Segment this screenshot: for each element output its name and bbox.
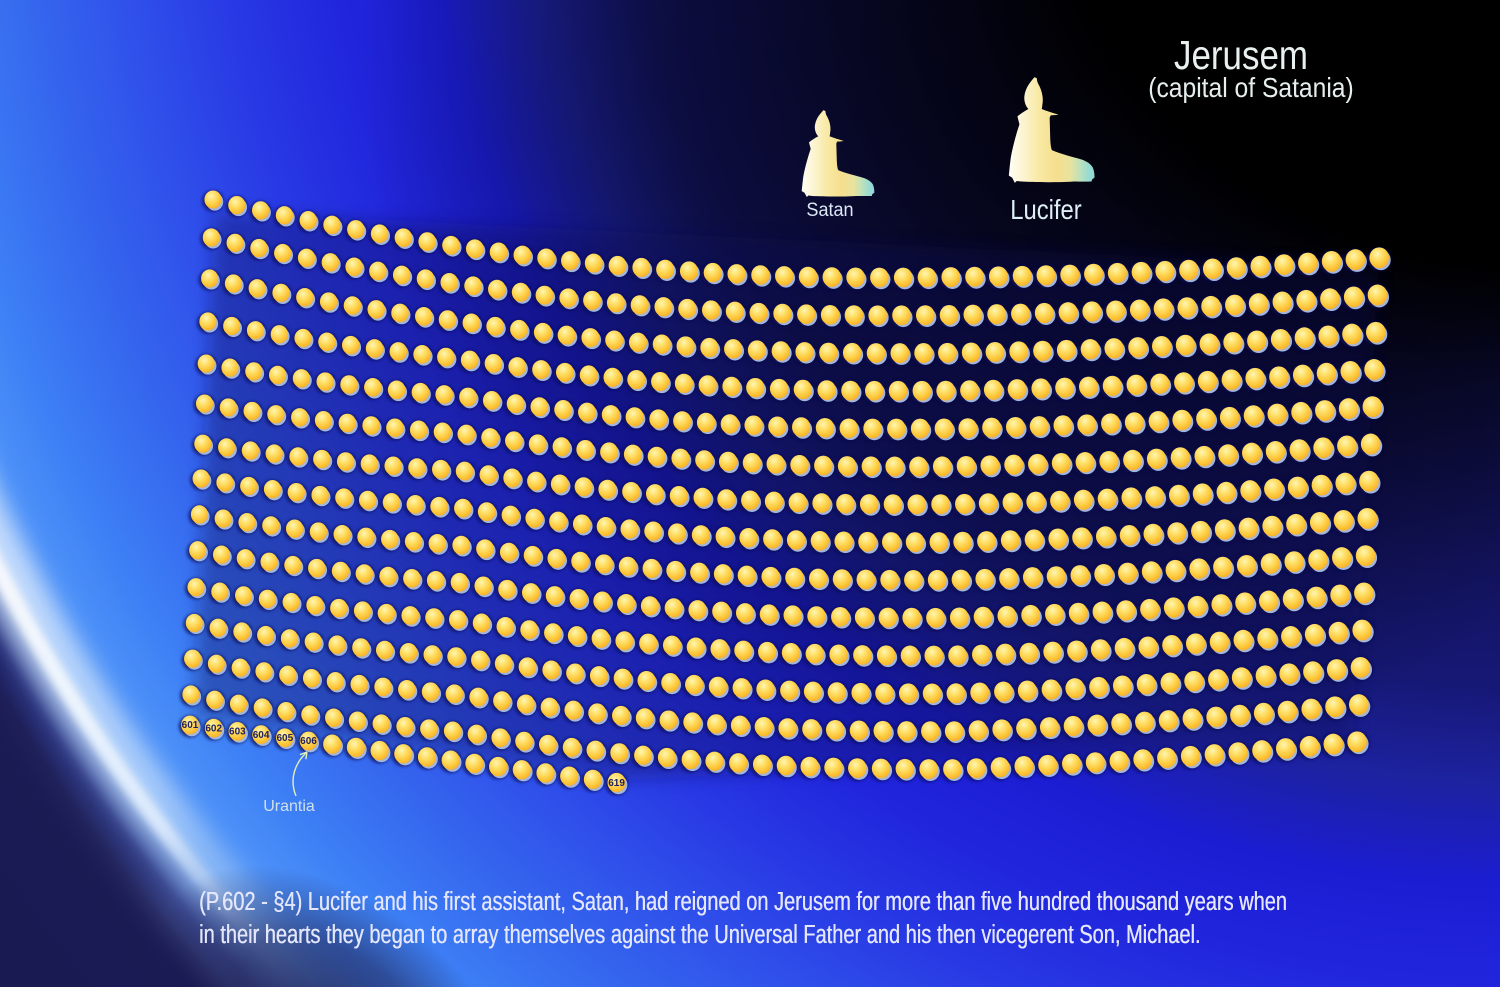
svg-text:606: 606	[300, 736, 317, 747]
svg-text:604: 604	[253, 730, 270, 741]
svg-text:605: 605	[276, 733, 293, 744]
svg-text:619: 619	[608, 778, 625, 789]
svg-text:603: 603	[229, 727, 246, 738]
svg-text:601: 601	[182, 720, 199, 731]
svg-text:602: 602	[205, 723, 222, 734]
